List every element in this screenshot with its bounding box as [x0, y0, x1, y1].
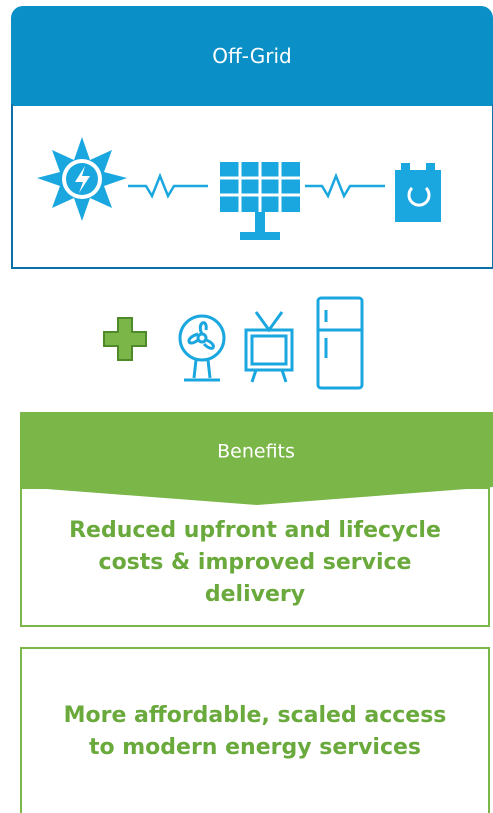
- plus-icon: [103, 317, 147, 361]
- benefit-item: More affordable, scaled access to modern…: [20, 647, 490, 813]
- solar-panel-icon: [220, 162, 300, 240]
- benefits-banner: [20, 412, 493, 505]
- header-title: Off-Grid: [11, 6, 493, 106]
- benefit-item: Reduced upfront and lifecycle costs & im…: [20, 487, 490, 627]
- fridge-icon: [316, 296, 364, 390]
- battery-icon: [395, 163, 441, 222]
- benefits-title: Benefits: [217, 441, 295, 463]
- tv-icon: [244, 311, 294, 383]
- sun-icon: [37, 137, 127, 221]
- fan-icon: [178, 314, 226, 382]
- wire: [128, 172, 385, 199]
